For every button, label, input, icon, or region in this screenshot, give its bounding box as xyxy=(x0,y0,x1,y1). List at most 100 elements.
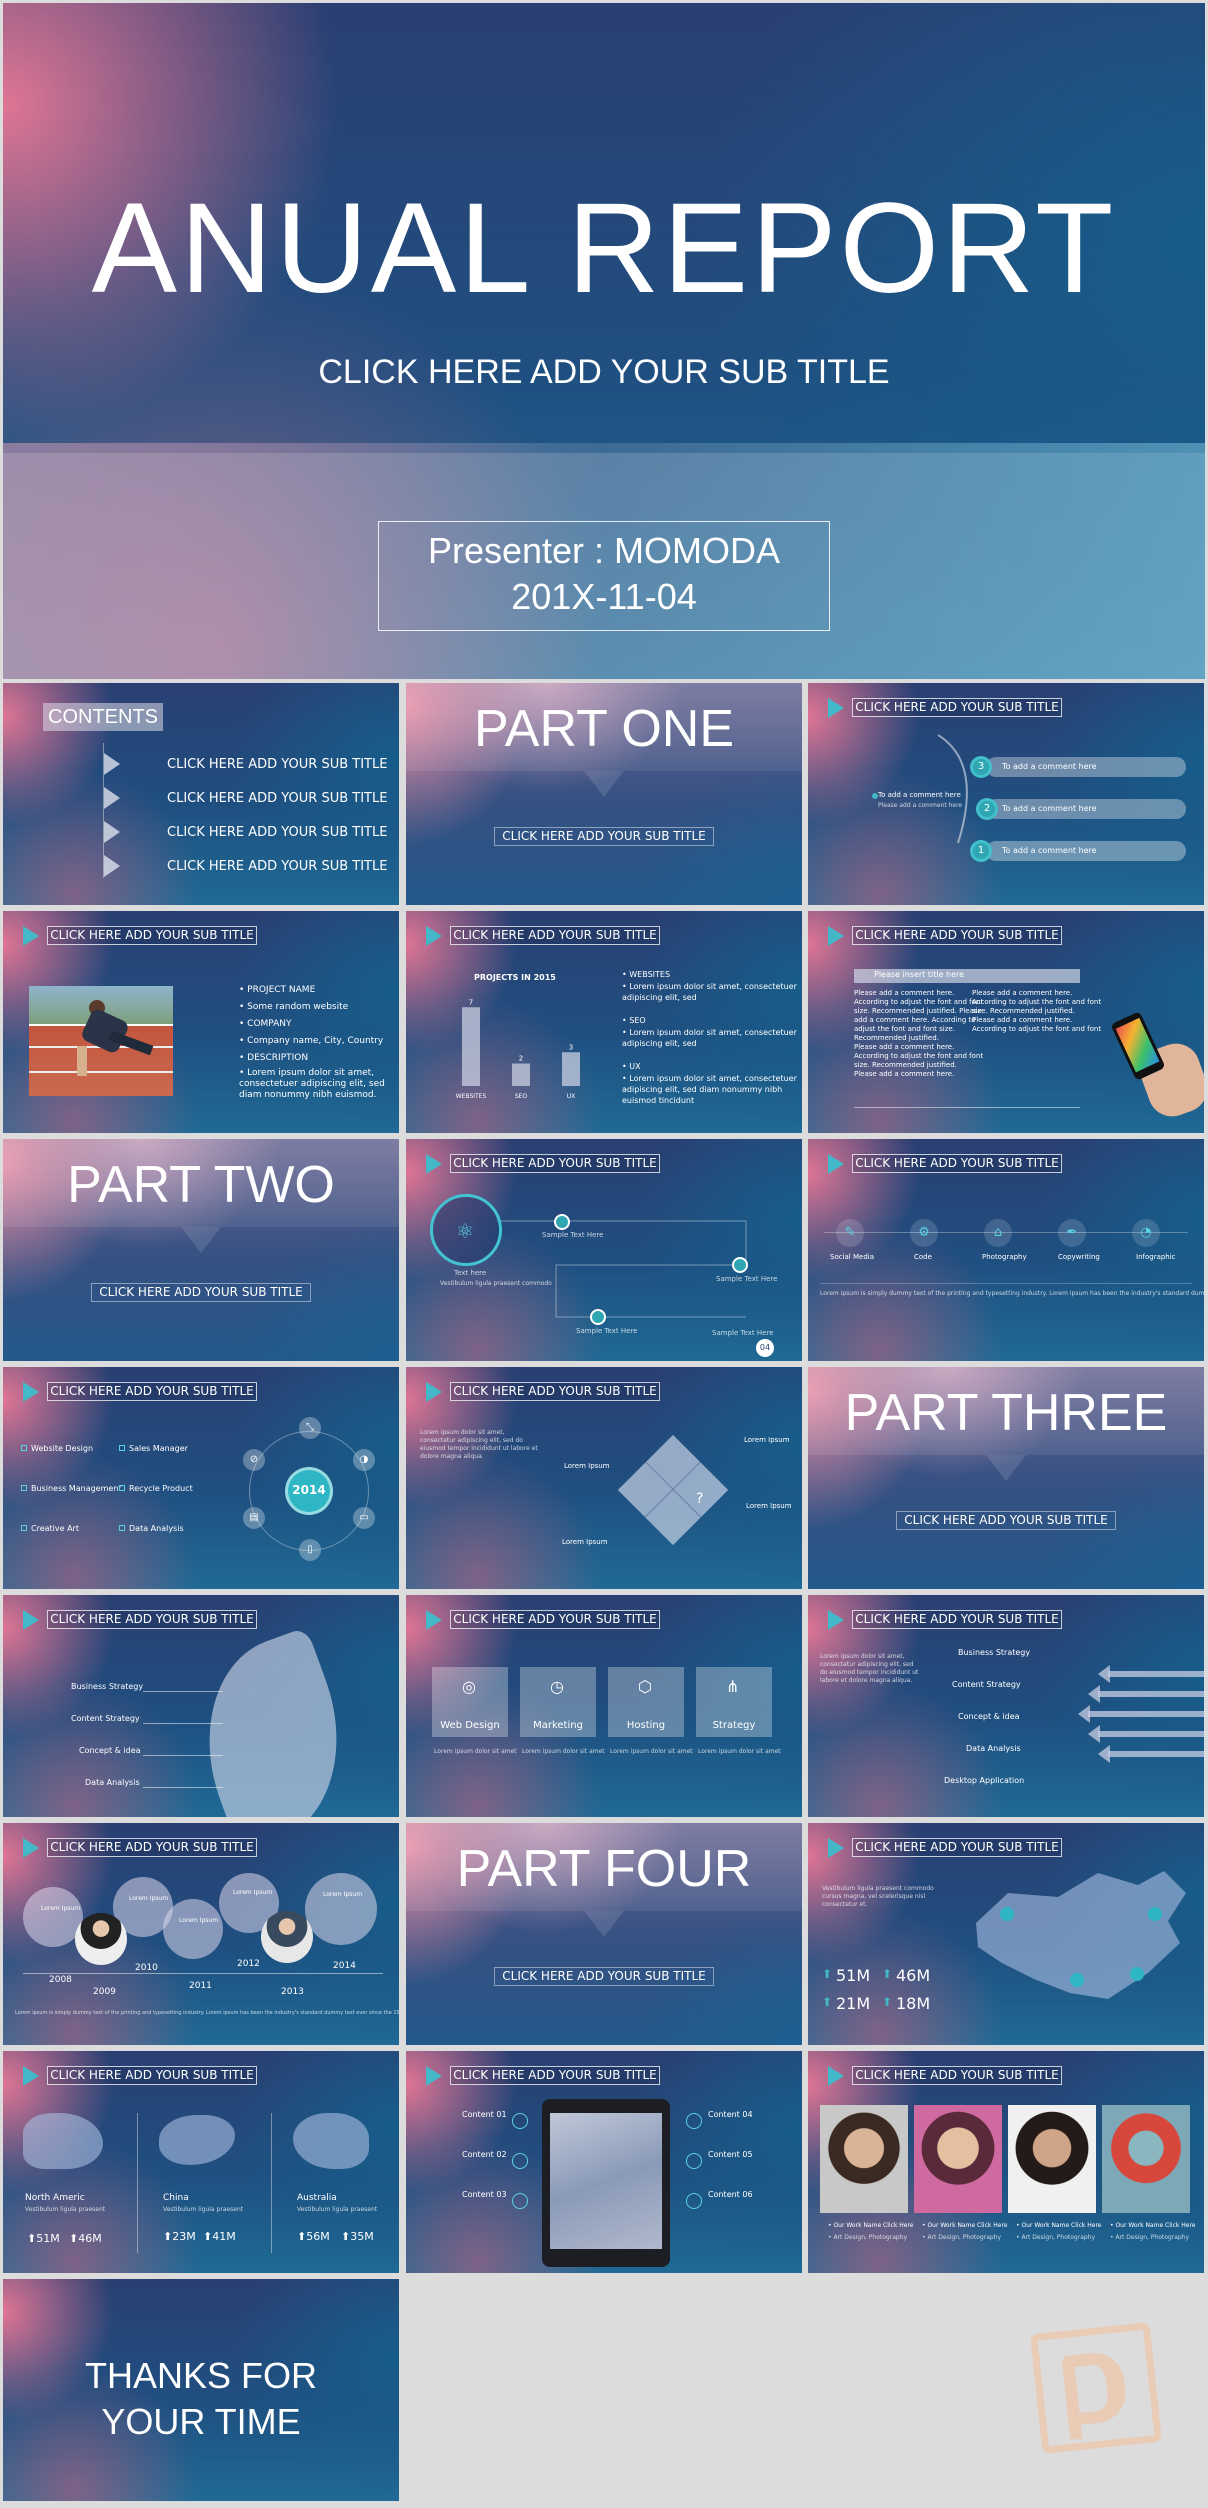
comment-col-right: Please add a comment here. According to … xyxy=(972,989,1102,1034)
header-triangle-icon xyxy=(23,2066,39,2086)
compass-icon: ⤡ xyxy=(299,1417,321,1439)
slide-timeline[interactable]: CLICK HERE ADD YOUR SUB TITLE ⚛ Text her… xyxy=(406,1139,802,1361)
slide-part-two[interactable]: PART TWO CLICK HERE ADD YOUR SUB TITLE xyxy=(3,1139,399,1361)
comment-left: To add a comment here xyxy=(878,791,961,799)
phone-text: Recommended justified. xyxy=(854,1034,939,1042)
slide-header-label: CLICK HERE ADD YOUR SUB TITLE xyxy=(852,1838,1062,1857)
header-triangle-icon xyxy=(828,1838,844,1858)
portfolio-photo xyxy=(914,2105,1002,2213)
stat-value: 46M xyxy=(896,1966,931,1985)
map-pin-icon xyxy=(1130,1967,1144,1981)
timeline-label: Sample Text Here xyxy=(576,1327,638,1335)
region-name: Australia xyxy=(297,2193,337,2203)
phone-text: Please add a comment here. xyxy=(854,989,955,997)
contents-item[interactable]: CLICK HERE ADD YOUR SUB TITLE xyxy=(167,825,388,840)
slide-circles-timeline[interactable]: CLICK HERE ADD YOUR SUB TITLE Lorem Ipsu… xyxy=(3,1823,399,2045)
slide-projects[interactable]: CLICK HERE ADD YOUR SUB TITLE PROJECTS I… xyxy=(406,911,802,1133)
slide-arrows[interactable]: CLICK HERE ADD YOUR SUB TITLE Lorem ipsu… xyxy=(808,1595,1204,1817)
cover-slide[interactable]: ANUAL REPORT CLICK HERE ADD YOUR SUB TIT… xyxy=(3,3,1205,679)
slide-part-four[interactable]: PART FOUR CLICK HERE ADD YOUR SUB TITLE xyxy=(406,1823,802,2045)
puzzle-label: Lorem Ipsum xyxy=(744,1436,790,1444)
slide-header-label: CLICK HERE ADD YOUR SUB TITLE xyxy=(852,1610,1062,1629)
slide-tablet[interactable]: CLICK HERE ADD YOUR SUB TITLE Content 01… xyxy=(406,2051,802,2273)
header-triangle-icon xyxy=(426,1154,442,1174)
contents-item[interactable]: CLICK HERE ADD YOUR SUB TITLE xyxy=(167,757,388,772)
contents-label: CONTENTS xyxy=(43,703,163,731)
profile-line: • Lorem ipsum dolor sit amet, xyxy=(239,1068,375,1078)
region-name: China xyxy=(163,2193,189,2203)
year: 2008 xyxy=(49,1975,72,1985)
contents-item[interactable]: CLICK HERE ADD YOUR SUB TITLE xyxy=(167,859,388,874)
header-triangle-icon xyxy=(828,698,844,718)
comment-pill[interactable]: To add a comment here xyxy=(986,757,1186,777)
slide-contents[interactable]: CONTENTS CLICK HERE ADD YOUR SUB TITLE C… xyxy=(3,683,399,905)
slide-part-one[interactable]: PART ONE CLICK HERE ADD YOUR SUB TITLE xyxy=(406,683,802,905)
portfolio-meta: • Art Design, Photography xyxy=(1110,2234,1190,2241)
profile-line: • COMPANY xyxy=(239,1019,292,1029)
region-stat: ⬆35M xyxy=(341,2230,374,2243)
orbit-ring xyxy=(249,1431,369,1551)
hosting-card[interactable]: ⬡ Hosting xyxy=(608,1667,684,1737)
comment-pill[interactable]: To add a comment here xyxy=(986,799,1186,819)
strategy-card[interactable]: ⋔ Strategy xyxy=(696,1667,772,1737)
pie-icon: ◑ xyxy=(353,1449,375,1471)
slide-header-label: CLICK HERE ADD YOUR SUB TITLE xyxy=(852,698,1062,717)
part-title: PART TWO xyxy=(67,1156,335,1214)
region-body: Vestibulum ligula praesent xyxy=(163,2206,244,2213)
puzzle-label: Lorem Ipsum xyxy=(746,1502,792,1510)
presenter-box: Presenter : MOMODA 201X-11-04 xyxy=(378,521,830,631)
step-dot xyxy=(590,1309,606,1325)
slide-header-label: CLICK HERE ADD YOUR SUB TITLE xyxy=(47,2066,257,2085)
part-band xyxy=(406,1823,802,1911)
slide-header-label: CLICK HERE ADD YOUR SUB TITLE xyxy=(47,1382,257,1401)
divider xyxy=(820,1283,1192,1284)
slide-thanks[interactable]: THANKS FOR YOUR TIME xyxy=(3,2279,399,2501)
runner-photo xyxy=(29,986,173,1096)
timeline-label: Sample Text Here xyxy=(542,1231,604,1239)
slide-cards[interactable]: CLICK HERE ADD YOUR SUB TITLE ◎ Web Desig… xyxy=(406,1595,802,1817)
slide-2014[interactable]: CLICK HERE ADD YOUR SUB TITLE Website De… xyxy=(3,1367,399,1589)
bubble-label: Lorem Ipsum xyxy=(323,1891,363,1898)
slide-profile[interactable]: CLICK HERE ADD YOUR SUB TITLE • PROJECT … xyxy=(3,911,399,1133)
slide-services[interactable]: CLICK HERE ADD YOUR SUB TITLE ✎ ⚙ ⌂ ✒ ◔ … xyxy=(808,1139,1204,1361)
card-label: Hosting xyxy=(626,1720,666,1731)
contents-item[interactable]: CLICK HERE ADD YOUR SUB TITLE xyxy=(167,791,388,806)
phone-text: Please add a comment here. xyxy=(854,1043,955,1051)
comment-pill[interactable]: To add a comment here xyxy=(986,841,1186,861)
region-name: North Americ xyxy=(25,2193,85,2203)
slide-portfolio[interactable]: CLICK HERE ADD YOUR SUB TITLE • Our Work… xyxy=(808,2051,1204,2273)
card-label: Web Design xyxy=(440,1720,500,1731)
bubble xyxy=(163,1899,223,1959)
arrow-label: Data Analysis xyxy=(966,1744,1021,1753)
phone-icon: ▯ xyxy=(299,1539,321,1561)
molecule-icon: ⚛ xyxy=(456,1219,474,1243)
slide-leaf[interactable]: CLICK HERE ADD YOUR SUB TITLE Business S… xyxy=(3,1595,399,1817)
slide-comments[interactable]: CLICK HERE ADD YOUR SUB TITLE To add a c… xyxy=(808,683,1204,905)
phone-text: According to adjust the font and font xyxy=(972,1025,1102,1033)
content-title: Content 04 xyxy=(708,2110,753,2119)
arrows-para: Lorem ipsum dolor sit amet, consectetur … xyxy=(820,1653,919,1684)
service-label: Code xyxy=(914,1253,932,1261)
thanks-line: YOUR TIME xyxy=(101,2401,301,2442)
bubble xyxy=(305,1873,377,1945)
web-design-card[interactable]: ◎ Web Design xyxy=(432,1667,508,1737)
profile-line: • Company name, City, Country xyxy=(239,1036,384,1046)
part-notch xyxy=(986,1455,1026,1481)
social-media-icon: ✎ xyxy=(836,1219,864,1247)
content-icon xyxy=(512,2153,528,2169)
part-band xyxy=(808,1367,1204,1455)
card-label: Marketing xyxy=(533,1720,583,1731)
marketing-card[interactable]: ◷ Marketing xyxy=(520,1667,596,1737)
category-label: UX xyxy=(567,1093,576,1100)
slide-china-map[interactable]: CLICK HERE ADD YOUR SUB TITLE Vestibulum… xyxy=(808,1823,1204,2045)
insert-title-bar[interactable]: Please insert title here xyxy=(854,969,1080,983)
slide-puzzle[interactable]: CLICK HERE ADD YOUR SUB TITLE Lorem ipsu… xyxy=(406,1367,802,1589)
slide-phone[interactable]: CLICK HERE ADD YOUR SUB TITLE Please ins… xyxy=(808,911,1204,1133)
content-title: Content 05 xyxy=(708,2150,753,2159)
feature-title: Data Analysis xyxy=(129,1524,184,1533)
region-stat: ⬆56M xyxy=(297,2230,330,2243)
slide-part-three[interactable]: PART THREE CLICK HERE ADD YOUR SUB TITLE xyxy=(808,1367,1204,1589)
part-band xyxy=(3,1139,399,1227)
feature-title: Sales Manager xyxy=(129,1444,188,1453)
slide-regions[interactable]: CLICK HERE ADD YOUR SUB TITLE North Amer… xyxy=(3,2051,399,2273)
